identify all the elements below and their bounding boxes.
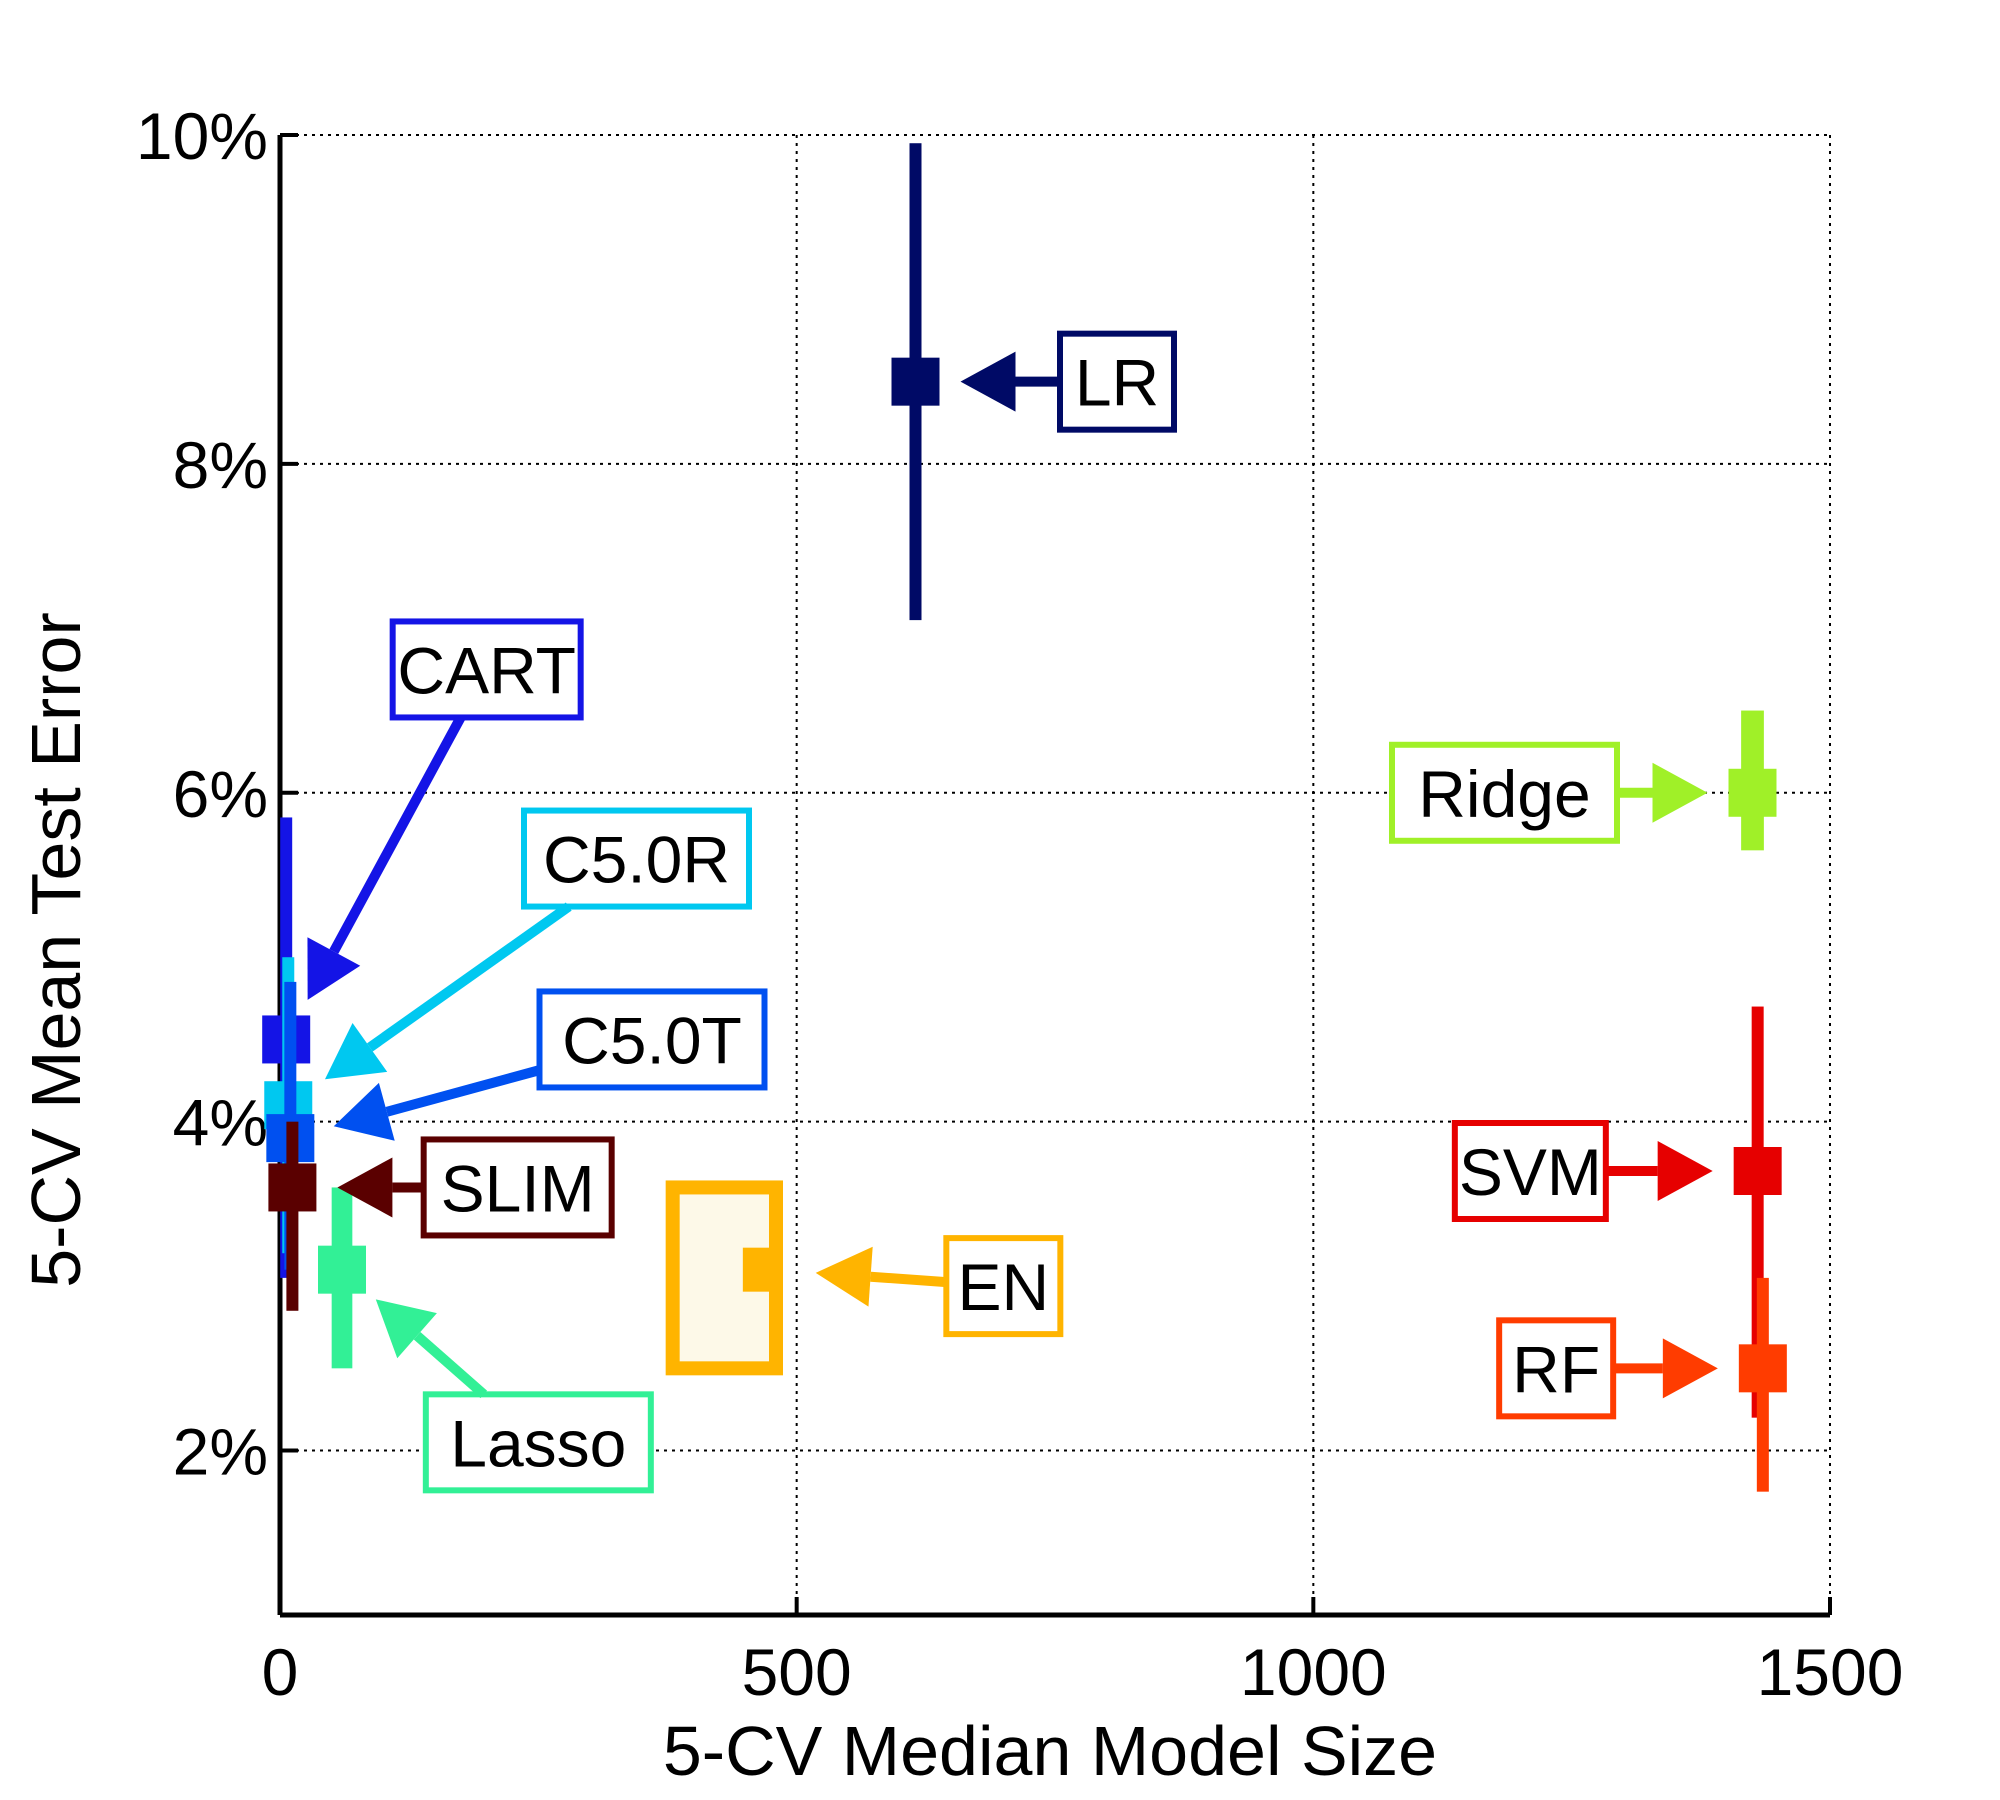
cart-arrow-line: [329, 715, 466, 954]
c50t-label-text: C5.0T: [562, 1003, 742, 1077]
svm-label-text: SVM: [1459, 1135, 1602, 1209]
y-tick-label: 8%: [173, 428, 268, 502]
c50t-label-box: [536, 988, 768, 1091]
lr-label-text: LR: [1075, 346, 1159, 420]
rf-label-text: RF: [1512, 1332, 1600, 1406]
rf-median-marker: [1738, 1344, 1787, 1393]
c50r-arrow-line: [366, 902, 572, 1052]
y-axis-title: 5-CV Mean Test Error: [17, 612, 95, 1288]
axes: 0 500 1000 1500 2% 4% 6% 8% 10%: [136, 99, 1904, 1709]
svm-arrow-head: [1657, 1141, 1713, 1201]
rf-arrow-head: [1662, 1338, 1718, 1399]
slim-label-box: [420, 1136, 615, 1239]
x-axis-title: 5-CV Median Model Size: [663, 1712, 1437, 1790]
y-tick-label: 4%: [173, 1086, 268, 1160]
lasso-median-marker: [318, 1245, 366, 1294]
cart-label-text: CART: [397, 633, 575, 707]
slim-arrow-head: [337, 1157, 393, 1218]
lasso-arrow-head: [375, 1299, 437, 1359]
x-tick-label: 1000: [1240, 1635, 1387, 1709]
lasso-arrow-line: [413, 1331, 488, 1399]
lasso-label-box: [422, 1391, 654, 1494]
c50r-label-box: [521, 807, 752, 910]
en-arrow-line: [870, 1271, 947, 1288]
ridge-arrow-head: [1652, 762, 1708, 823]
lr-label-box: [1057, 330, 1177, 433]
c50r-label-text: C5.0R: [543, 823, 730, 897]
en-label-box: [943, 1235, 1064, 1338]
en-label-text: EN: [957, 1250, 1049, 1324]
y-tick-label: 6%: [173, 757, 268, 831]
y-tick-label: 2%: [173, 1415, 268, 1489]
c50r-arrow-head: [324, 1022, 388, 1080]
ridge-median-marker: [1728, 768, 1777, 817]
slim-error-bar: [286, 1121, 299, 1311]
cart-label-box: [389, 618, 584, 721]
slim-label-text: SLIM: [441, 1151, 595, 1225]
x-tick-label: 1500: [1757, 1635, 1904, 1709]
svm-median-marker: [1733, 1147, 1782, 1195]
en-arrow-head: [815, 1246, 873, 1307]
ridge-label-text: Ridge: [1418, 757, 1590, 831]
slim-median-marker: [268, 1163, 317, 1212]
c50t-arrow-line: [385, 1065, 541, 1117]
lr-median-marker: [891, 357, 940, 406]
lr-arrow-head: [960, 351, 1016, 412]
y-tick-label: 10%: [136, 99, 268, 173]
data-marks: [262, 143, 1787, 1492]
c50t-arrow-head: [333, 1082, 395, 1141]
x-tick-label: 500: [742, 1635, 852, 1709]
rf-label-box: [1496, 1317, 1617, 1420]
en-median-marker: [742, 1247, 783, 1292]
method-labels: LR CART C5.0R C5.0T SLIM Lasso EN Ridge SVM RF: [307, 330, 1718, 1494]
x-tick-label: 0: [262, 1635, 299, 1709]
cart-arrow-head: [307, 937, 361, 1000]
lasso-label-text: Lasso: [450, 1406, 626, 1480]
